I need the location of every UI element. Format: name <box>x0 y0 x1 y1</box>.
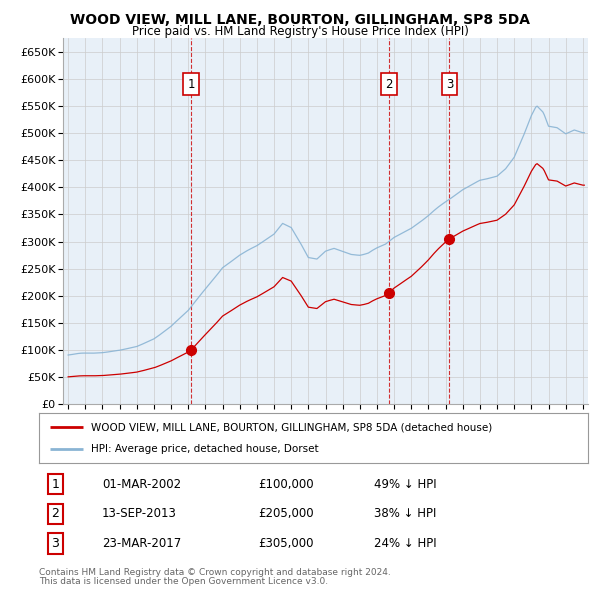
Text: This data is licensed under the Open Government Licence v3.0.: This data is licensed under the Open Gov… <box>39 577 328 586</box>
Text: HPI: Average price, detached house, Dorset: HPI: Average price, detached house, Dors… <box>91 444 319 454</box>
Text: 38% ↓ HPI: 38% ↓ HPI <box>374 507 436 520</box>
Text: £205,000: £205,000 <box>259 507 314 520</box>
Text: 01-MAR-2002: 01-MAR-2002 <box>102 477 181 490</box>
Text: 23-MAR-2017: 23-MAR-2017 <box>102 537 181 550</box>
Text: WOOD VIEW, MILL LANE, BOURTON, GILLINGHAM, SP8 5DA (detached house): WOOD VIEW, MILL LANE, BOURTON, GILLINGHA… <box>91 422 493 432</box>
Text: 2: 2 <box>52 507 59 520</box>
Text: 13-SEP-2013: 13-SEP-2013 <box>102 507 177 520</box>
Text: WOOD VIEW, MILL LANE, BOURTON, GILLINGHAM, SP8 5DA: WOOD VIEW, MILL LANE, BOURTON, GILLINGHA… <box>70 13 530 27</box>
Text: £305,000: £305,000 <box>259 537 314 550</box>
Text: Price paid vs. HM Land Registry's House Price Index (HPI): Price paid vs. HM Land Registry's House … <box>131 25 469 38</box>
Text: 3: 3 <box>52 537 59 550</box>
Text: Contains HM Land Registry data © Crown copyright and database right 2024.: Contains HM Land Registry data © Crown c… <box>39 568 391 576</box>
Text: 49% ↓ HPI: 49% ↓ HPI <box>374 477 437 490</box>
Text: 3: 3 <box>446 77 453 91</box>
Text: 24% ↓ HPI: 24% ↓ HPI <box>374 537 437 550</box>
Text: 2: 2 <box>385 77 393 91</box>
Text: 1: 1 <box>187 77 195 91</box>
Text: 1: 1 <box>52 477 59 490</box>
Text: £100,000: £100,000 <box>259 477 314 490</box>
